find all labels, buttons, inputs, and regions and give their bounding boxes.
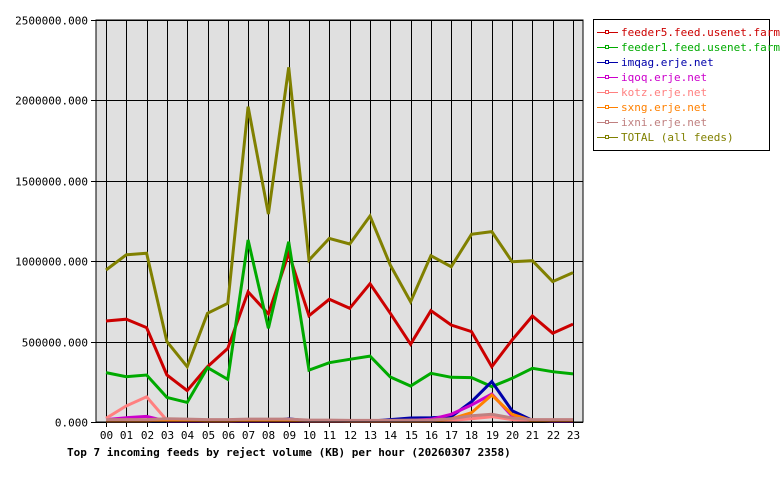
legend-swatch-marker: [605, 90, 609, 94]
y-tick-label: 0.000: [55, 417, 88, 430]
x-tick-label: 15: [405, 429, 418, 442]
x-tick-label: 13: [364, 429, 377, 442]
x-tick-label: 22: [547, 429, 560, 442]
y-tick-label: 2000000.000: [15, 95, 88, 108]
legend-swatch-marker: [605, 45, 609, 49]
legend-swatch-marker: [605, 60, 609, 64]
x-tick-label: 09: [283, 429, 296, 442]
legend-label: sxng.erje.net: [621, 101, 707, 114]
x-tick-label: 03: [161, 429, 174, 442]
x-tick-label: 02: [141, 429, 154, 442]
x-tick-label: 18: [465, 429, 478, 442]
legend-swatch-marker: [605, 120, 609, 124]
series-line-feeder5-feed-usenet-farm: [105, 248, 574, 393]
legend-label: feeder1.feed.usenet.farm: [621, 41, 780, 54]
x-axis: 00 01 02 03 04 05 06 07 08 09 10 11 12 13 14 15 16 17 18 19…: [100, 422, 580, 442]
legend-item: ixni.erje.net: [597, 116, 707, 129]
legend-label: imqag.erje.net: [621, 56, 714, 69]
legend-swatch-marker: [605, 30, 609, 34]
y-axis: 0.000 500000.000 1000000.000 1500000.000 200…: [15, 15, 96, 430]
x-tick-label: 11: [323, 429, 336, 442]
y-tick-label: 1500000.000: [15, 176, 88, 189]
series-line-ixni-erje-net: [106, 412, 573, 422]
x-tick-label: 17: [445, 429, 458, 442]
series-line-total-all-feeds-: [105, 67, 574, 370]
x-tick-label: 04: [181, 429, 195, 442]
legend-label: TOTAL (all feeds): [621, 131, 734, 144]
legend-box: [593, 19, 770, 151]
legend-label: feeder5.feed.usenet.farm: [621, 26, 780, 39]
legend-item: feeder5.feed.usenet.farm: [597, 26, 780, 39]
x-tick-label: 21: [526, 429, 539, 442]
x-tick-label: 01: [120, 429, 133, 442]
legend-swatch-marker: [605, 75, 609, 79]
legend-swatch-marker: [605, 105, 609, 109]
legend-label: iqoq.erje.net: [621, 71, 707, 84]
y-tick-label: 500000.000: [22, 337, 88, 350]
x-tick-label: 16: [425, 429, 438, 442]
legend-item: TOTAL (all feeds): [597, 131, 734, 144]
x-tick-label: 07: [242, 429, 255, 442]
x-tick-label: 10: [303, 429, 316, 442]
x-tick-label: 14: [384, 429, 398, 442]
legend-label: ixni.erje.net: [621, 116, 707, 129]
legend-item: sxng.erje.net: [597, 101, 707, 114]
legend-label: kotz.erje.net: [621, 86, 707, 99]
x-tick-label: 19: [486, 429, 499, 442]
chart-title: Top 7 incoming feeds by reject volume (K…: [67, 446, 511, 459]
series-lines: [105, 67, 574, 423]
x-tick-label: 23: [567, 429, 580, 442]
plot-border: [95, 19, 584, 423]
x-tick-label: 00: [100, 429, 113, 442]
legend-item: iqoq.erje.net: [597, 71, 707, 84]
x-tick-label: 08: [262, 429, 275, 442]
legend-swatch-marker: [605, 135, 609, 139]
x-tick-label: 06: [222, 429, 235, 442]
legend: feeder5.feed.usenet.farm feeder1.feed.use…: [593, 19, 780, 151]
x-tick-label: 12: [344, 429, 357, 442]
x-tick-label: 05: [202, 429, 215, 442]
legend-item: imqag.erje.net: [597, 56, 714, 69]
y-tick-label: 1000000.000: [15, 256, 88, 269]
x-tick-label: 20: [506, 429, 519, 442]
y-tick-label: 2500000.000: [15, 15, 88, 28]
legend-item: feeder1.feed.usenet.farm: [597, 41, 780, 54]
legend-item: kotz.erje.net: [597, 86, 707, 99]
